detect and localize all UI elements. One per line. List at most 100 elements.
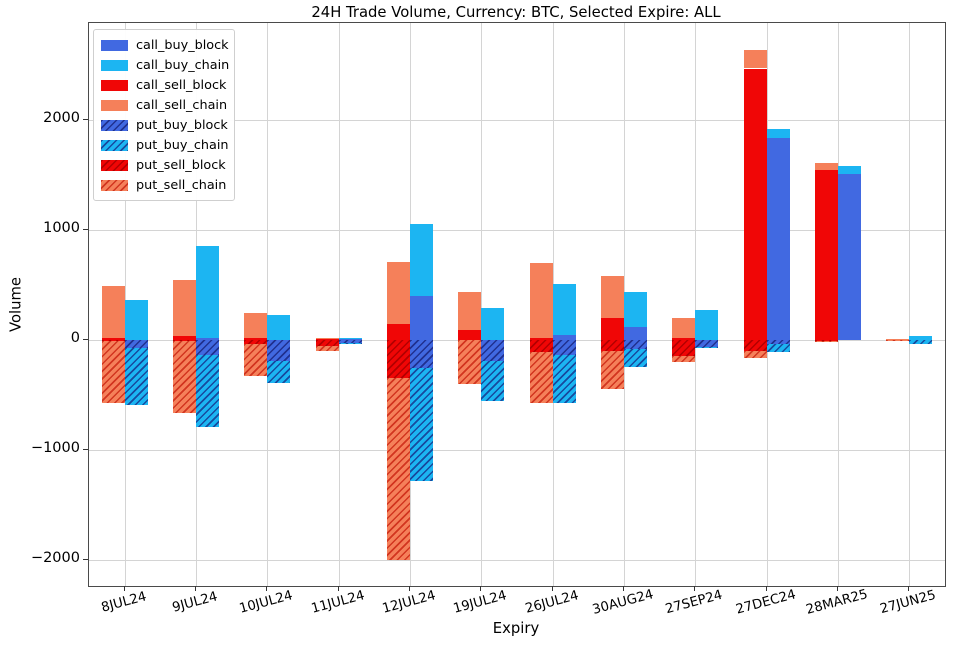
x-tick-mark xyxy=(337,586,339,591)
legend-label: put_sell_block xyxy=(136,157,226,173)
bar-12JUL24-call_sell_block xyxy=(387,323,410,341)
bar-9JUL24-put_sell_chain xyxy=(173,341,196,413)
legend-item-put_sell_chain: put_sell_chain xyxy=(101,175,226,195)
bar-12JUL24-call_buy_chain xyxy=(410,223,433,297)
bar-26JUL24-put_sell_block xyxy=(529,340,553,353)
bar-27SEP24-put_sell_chain xyxy=(672,355,696,363)
legend-item-call_sell_block: call_sell_block xyxy=(101,75,226,95)
x-tick-mark xyxy=(837,586,838,591)
bar-9JUL24-put_buy_chain xyxy=(196,355,219,428)
legend-swatch-call_buy_block xyxy=(101,39,128,51)
bar-12JUL24-call_sell_chain xyxy=(387,262,410,324)
bar-19JUL24-call_buy_chain xyxy=(481,308,505,341)
legend-swatch-call_sell_block xyxy=(101,79,128,91)
bar-27JUN25-put_sell_chain xyxy=(886,340,910,342)
bar-8JUL24-put_sell_block xyxy=(101,340,125,342)
bar-11JUL24-call_buy_chain xyxy=(338,337,362,339)
bar-27DEC24-call_sell_block xyxy=(743,68,767,341)
legend-label: put_buy_chain xyxy=(136,137,229,153)
legend-swatch-call_sell_chain xyxy=(101,99,128,111)
x-tick-mark xyxy=(623,586,624,591)
x-tick-mark xyxy=(195,586,196,591)
y-tick-mark xyxy=(83,339,88,341)
bar-9JUL24-call_sell_chain xyxy=(173,279,196,336)
bar-8JUL24-put_buy_block xyxy=(124,340,148,348)
legend-label: call_sell_chain xyxy=(136,97,228,113)
legend-swatch-put_buy_block xyxy=(101,119,128,131)
bar-27DEC24-put_buy_block xyxy=(766,340,790,344)
bar-30AUG24-call_buy_block xyxy=(624,327,647,341)
bar-27DEC24-put_buy_chain xyxy=(766,343,790,352)
bar-27DEC24-put_sell_chain xyxy=(743,351,767,358)
gridline-h xyxy=(89,560,945,562)
bar-27SEP24-call_sell_chain xyxy=(672,318,696,338)
bar-9JUL24-call_buy_block xyxy=(196,338,219,341)
bar-30AUG24-put_sell_block xyxy=(601,340,624,351)
bar-10JUL24-put_sell_chain xyxy=(244,344,268,377)
x-axis-label: Expiry xyxy=(492,620,540,637)
x-tick-mark xyxy=(765,586,767,591)
gridline-v xyxy=(267,23,269,586)
bar-26JUL24-call_sell_chain xyxy=(529,262,553,338)
bar-28MAR25-call_buy_block xyxy=(838,174,861,341)
bar-19JUL24-put_buy_block xyxy=(481,340,505,362)
bar-27SEP24-call_sell_block xyxy=(672,337,696,341)
legend-label: put_buy_block xyxy=(136,117,228,133)
bar-8JUL24-put_buy_chain xyxy=(124,348,148,406)
plot-area xyxy=(88,22,946,587)
legend-item-put_buy_block: put_buy_block xyxy=(101,115,228,135)
bar-27DEC24-call_buy_block xyxy=(766,137,790,341)
bar-12JUL24-put_sell_chain xyxy=(387,377,410,561)
legend-swatch-put_sell_block xyxy=(101,159,128,171)
y-axis-label: Volume xyxy=(7,276,25,333)
bar-12JUL24-call_buy_block xyxy=(410,296,433,341)
bar-26JUL24-call_buy_chain xyxy=(552,284,576,336)
bar-12JUL24-put_sell_block xyxy=(387,340,410,378)
bar-11JUL24-call_sell_block xyxy=(315,338,339,341)
legend-swatch-put_sell_chain xyxy=(101,179,128,191)
gridline-h xyxy=(89,230,945,232)
y-tick-label: −2000 xyxy=(30,550,80,567)
bar-27SEP24-put_buy_block xyxy=(695,340,719,348)
bar-30AUG24-put_sell_chain xyxy=(601,350,624,390)
bar-27SEP24-call_buy_chain xyxy=(695,310,719,341)
bar-12JUL24-put_buy_block xyxy=(410,340,433,368)
bar-19JUL24-put_buy_chain xyxy=(481,361,505,401)
legend-item-put_buy_chain: put_buy_chain xyxy=(101,135,229,155)
y-tick-label: 2000 xyxy=(43,110,80,127)
bar-11JUL24-put_sell_chain xyxy=(315,345,339,352)
bar-11JUL24-put_buy_block xyxy=(338,340,362,344)
legend-item-call_buy_chain: call_buy_chain xyxy=(101,55,229,75)
bar-9JUL24-put_sell_block xyxy=(173,340,196,342)
legend-item-call_sell_chain: call_sell_chain xyxy=(101,95,228,115)
bar-9JUL24-put_buy_block xyxy=(196,340,219,356)
bar-28MAR25-call_sell_block xyxy=(815,170,838,341)
gridline-h xyxy=(89,120,945,122)
gridline-h xyxy=(89,450,945,452)
gridline-v xyxy=(695,23,697,586)
legend-item-call_buy_block: call_buy_block xyxy=(101,35,229,55)
x-tick-mark xyxy=(123,586,125,591)
chart-title: 24H Trade Volume, Currency: BTC, Selecte… xyxy=(311,4,721,21)
bar-27JUN25-call_sell_chain xyxy=(886,339,910,341)
y-tick-mark xyxy=(83,229,88,231)
bar-27SEP24-put_buy_chain xyxy=(695,347,719,349)
bar-26JUL24-put_buy_block xyxy=(552,340,576,355)
bar-28MAR25-put_sell_block xyxy=(815,340,838,342)
y-tick-label: 0 xyxy=(70,330,80,347)
bar-8JUL24-call_sell_chain xyxy=(101,285,125,339)
bar-26JUL24-call_buy_block xyxy=(552,335,576,341)
bar-10JUL24-call_buy_chain xyxy=(267,315,291,341)
bar-28MAR25-call_buy_chain xyxy=(838,166,861,175)
x-tick-mark xyxy=(694,586,696,591)
gridline-h xyxy=(89,340,945,342)
x-tick-mark xyxy=(480,586,482,591)
legend-swatch-put_buy_chain xyxy=(101,139,128,151)
y-tick-mark xyxy=(83,559,88,561)
legend-item-put_sell_block: put_sell_block xyxy=(101,155,226,175)
bar-19JUL24-call_sell_block xyxy=(458,330,482,341)
gridline-v xyxy=(338,23,340,586)
bar-26JUL24-call_sell_block xyxy=(529,337,553,341)
bar-26JUL24-put_buy_chain xyxy=(552,354,576,403)
y-tick-mark xyxy=(83,449,88,451)
